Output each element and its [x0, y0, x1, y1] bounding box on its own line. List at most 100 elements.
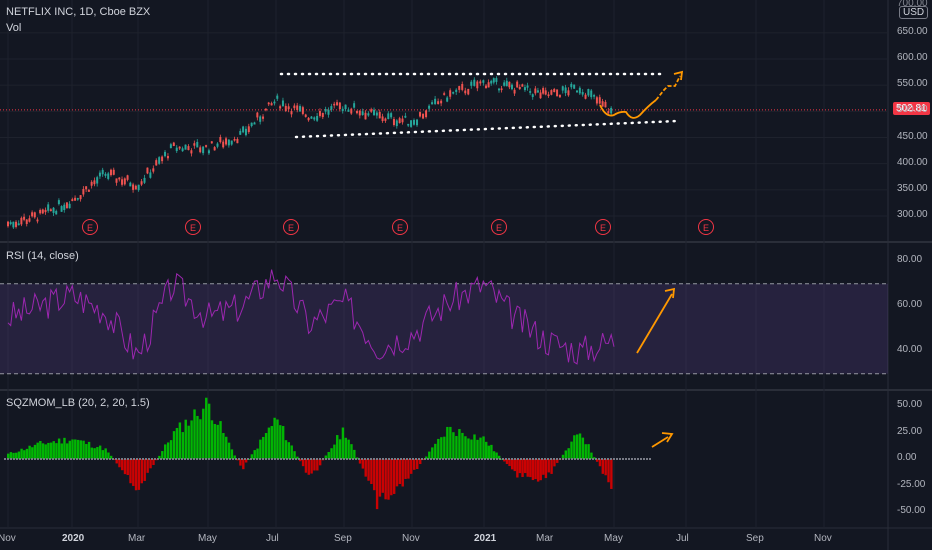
- candle-body: [158, 157, 161, 164]
- sqz-bar: [304, 459, 308, 473]
- sqz-dot: [430, 458, 432, 460]
- sqz-bar: [152, 459, 155, 465]
- sqz-bar: [503, 459, 506, 462]
- currency-badge[interactable]: USD: [899, 6, 929, 19]
- volume-label: Vol: [6, 22, 22, 34]
- sqz-bar: [355, 457, 359, 459]
- sqz-bar: [239, 459, 242, 466]
- sqz-dot: [523, 458, 525, 460]
- candle-body: [31, 212, 34, 217]
- candle-body: [25, 219, 28, 224]
- candle-body: [196, 141, 199, 148]
- sqz-dot: [178, 458, 180, 460]
- sqz-bar: [55, 443, 58, 459]
- sqz-dot: [109, 458, 111, 460]
- sqz-bar: [267, 427, 271, 459]
- sqz-dot: [4, 458, 6, 460]
- sqz-dot: [622, 458, 624, 460]
- candle-body: [115, 178, 118, 183]
- candle-body: [358, 110, 361, 116]
- sqz-bar: [90, 447, 94, 459]
- sqz-dot: [484, 458, 486, 460]
- sqz-dot: [307, 458, 309, 460]
- price-axis-tick: 500.00: [897, 104, 928, 116]
- sqz-dot: [184, 458, 186, 460]
- price-axis-tick: 400.00: [897, 156, 928, 168]
- sqz-dot: [259, 458, 261, 460]
- candle-body: [233, 138, 236, 141]
- sqz-dot: [520, 458, 522, 460]
- candle-body: [516, 81, 519, 88]
- sqz-dot: [493, 458, 495, 460]
- sqz-bar: [250, 454, 254, 459]
- sqz-bar: [476, 439, 479, 459]
- sqz-axis-tick: 25.00: [897, 425, 923, 437]
- sqz-dot: [70, 458, 72, 460]
- sqz-bar: [219, 421, 222, 459]
- sqz-bar: [210, 420, 214, 459]
- candle-body: [23, 216, 26, 220]
- sqz-dot: [340, 458, 342, 460]
- sqz-bar: [531, 459, 535, 481]
- rsi-annotation-arrowhead: [664, 287, 676, 299]
- sqz-dot: [334, 458, 336, 460]
- sqz-bar: [79, 440, 82, 459]
- candle-body: [172, 142, 175, 146]
- sqz-dot: [601, 458, 603, 460]
- sqz-bar: [500, 458, 503, 460]
- sqz-dot: [277, 458, 279, 460]
- sqz-dot: [106, 458, 108, 460]
- candle-body: [495, 78, 498, 82]
- sqz-dot: [268, 458, 270, 460]
- sqz-dot: [295, 458, 297, 460]
- sqz-bar: [236, 459, 239, 461]
- sqz-dot: [121, 458, 123, 460]
- candle-body: [129, 182, 132, 187]
- sqz-bar: [431, 447, 434, 459]
- sqz-dot: [253, 458, 255, 460]
- sqz-bar: [324, 455, 328, 459]
- sqz-bar: [381, 459, 384, 493]
- sqz-bar: [573, 435, 576, 459]
- sqz-bar: [461, 432, 464, 459]
- candle-body: [152, 168, 155, 172]
- sqz-bar: [158, 455, 161, 459]
- price-axis-tick: 300.00: [897, 209, 928, 220]
- sqz-dot: [238, 458, 240, 460]
- sqz-dot: [619, 458, 621, 460]
- sqz-dot: [457, 458, 459, 460]
- sqz-dot: [373, 458, 375, 460]
- candle-body: [364, 112, 367, 120]
- sqz-bar: [401, 459, 404, 487]
- sqz-dot: [124, 458, 126, 460]
- sqz-bar: [523, 459, 527, 474]
- sqz-dot: [337, 458, 339, 460]
- sqz-bar: [344, 437, 347, 459]
- candle-body: [531, 94, 534, 98]
- sqz-bar: [575, 434, 579, 459]
- candle-body: [534, 88, 537, 94]
- sqz-dot: [202, 458, 204, 460]
- candle-body: [71, 199, 74, 202]
- sqz-dot: [451, 458, 453, 460]
- candle-body: [390, 113, 393, 118]
- sqz-axis-tick: -50.00: [897, 505, 926, 516]
- candle-body: [595, 97, 598, 104]
- sqz-bar: [23, 450, 26, 459]
- sqz-bar: [327, 451, 330, 459]
- sqz-dot: [466, 458, 468, 460]
- sqz-bar: [387, 459, 390, 500]
- candle-body: [44, 209, 47, 213]
- candle-body: [542, 88, 545, 94]
- sqz-bar: [276, 419, 279, 459]
- candle-body: [307, 117, 310, 121]
- candle-body: [558, 94, 561, 98]
- sqz-dot: [271, 458, 273, 460]
- sqz-bar: [284, 440, 288, 459]
- candle-body: [604, 101, 607, 108]
- candle-body: [321, 112, 324, 118]
- sqz-dot: [595, 458, 597, 460]
- sqz-dot: [379, 458, 381, 460]
- candle-body: [505, 80, 508, 87]
